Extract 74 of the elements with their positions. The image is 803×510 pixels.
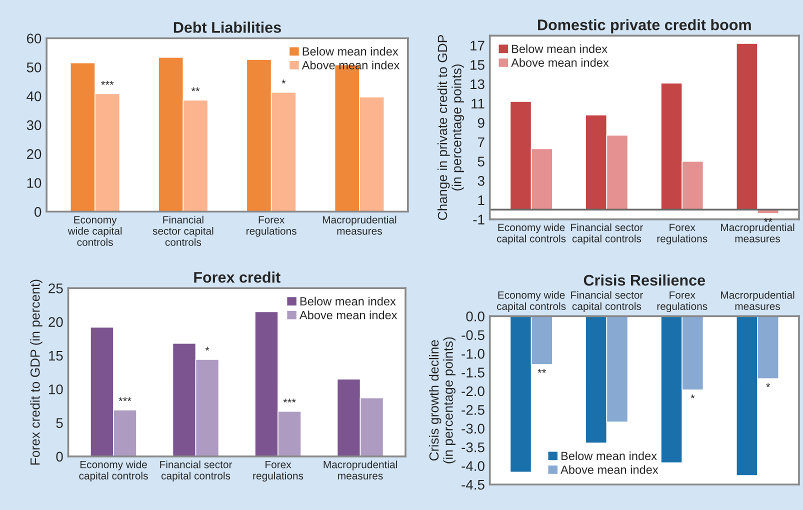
y-tick-label: -1.0: [462, 348, 484, 359]
y-tick-label: -0.5: [462, 330, 484, 340]
y-axis-title: Crisis growth decline (in percentage points): [428, 337, 456, 464]
y-tick-label: -4.5: [462, 480, 484, 490]
x-tick-label: Macrorpudential measures: [721, 291, 794, 310]
y-tick-label: 60: [26, 34, 42, 44]
y-tick-label: 20: [48, 317, 63, 327]
y-tick-label: -1.5: [462, 368, 484, 378]
x-tick-label: Forex regulations: [253, 461, 304, 482]
annotation: *: [766, 383, 770, 388]
legend-label: Below mean index: [562, 451, 657, 460]
x-tick-label: Economy wide capital controls: [79, 460, 148, 482]
x-tick-label: Economy wide capital controls: [497, 223, 566, 244]
y-tick-label: 10: [49, 384, 63, 394]
y-tick-label: 15: [470, 60, 484, 70]
annotation: **: [538, 369, 546, 373]
y-tick-label: 1: [478, 195, 484, 206]
y-tick-label: 0: [34, 206, 42, 217]
y-tick-label: 3: [478, 176, 484, 186]
x-tick-label: Macroprudential measures: [324, 460, 397, 480]
y-tick-label: 50: [26, 62, 42, 72]
y-tick-label: 9: [478, 118, 484, 128]
y-tick-label: 20: [26, 149, 42, 160]
y-tick-label: 30: [26, 120, 42, 130]
y-tick-label: 25: [48, 283, 63, 294]
y-tick-label: 13: [470, 79, 484, 90]
x-tick-label: Financial sector capital controls: [160, 460, 232, 482]
legend-label: Above mean index: [560, 465, 658, 474]
legend-label: Below mean index: [302, 46, 398, 56]
chart-title: Debt Liabilities: [174, 22, 281, 33]
chart-title: Forex credit: [194, 272, 280, 283]
y-tick-label: 10: [27, 178, 42, 188]
y-tick-label: -1: [473, 214, 484, 224]
annotation: ***: [118, 397, 132, 402]
y-tick-label: -4.0: [462, 461, 484, 471]
chart-title: Crisis Resilience: [584, 274, 706, 286]
y-tick-label: -3.0: [462, 424, 484, 434]
y-tick-label: 0.0: [466, 312, 484, 322]
annotation: *: [282, 80, 286, 84]
y-tick-label: 5: [478, 156, 484, 166]
legend-label: Below mean index: [300, 296, 396, 306]
legend-label: Below mean index: [512, 44, 608, 54]
annotation: **: [191, 87, 200, 92]
x-tick-label: Macroprudential measures: [322, 216, 396, 235]
x-tick-label: Forex regulations: [657, 291, 708, 312]
y-tick-label: 7: [478, 137, 484, 148]
annotation: **: [764, 218, 772, 222]
x-tick-label: Macroprudential measures: [721, 223, 794, 242]
legend-label: Above mean index: [511, 58, 609, 67]
y-tick-label: 5: [56, 418, 63, 428]
x-tick-label: Financial sector capital controls: [152, 216, 214, 246]
y-tick-label: 17: [470, 40, 484, 50]
y-tick-label: 11: [472, 98, 484, 108]
chart-title: Domestic private credit boom: [538, 19, 751, 34]
y-tick-label: 15: [49, 350, 63, 361]
x-tick-label: Economy wide capital controls: [497, 291, 566, 312]
x-tick-label: Financial sector capital controls: [571, 291, 644, 312]
x-tick-label: Economy wide capital controls: [68, 216, 122, 246]
x-tick-label: Forex regulations: [246, 216, 296, 237]
y-tick-label: -2.0: [462, 386, 484, 396]
annotation: ***: [283, 398, 296, 403]
y-tick-label: -3.5: [462, 442, 484, 452]
y-axis-title: Change in private credit to GDP (in percentage points): [437, 35, 464, 220]
x-tick-label: Forex regulations: [657, 224, 708, 244]
x-tick-label: Financial sector capital controls: [571, 223, 644, 244]
y-tick-label: 40: [26, 91, 42, 102]
y-tick-label: -2.5: [462, 405, 484, 415]
legend-label: Above mean index: [302, 60, 400, 70]
annotation: *: [205, 346, 210, 351]
annotation: ***: [101, 81, 114, 85]
legend-label: Above mean index: [299, 310, 398, 320]
y-axis-title: Forex credit to GDP (in percent): [30, 280, 42, 465]
annotation: *: [690, 394, 695, 398]
y-tick-label: 0: [56, 452, 63, 462]
